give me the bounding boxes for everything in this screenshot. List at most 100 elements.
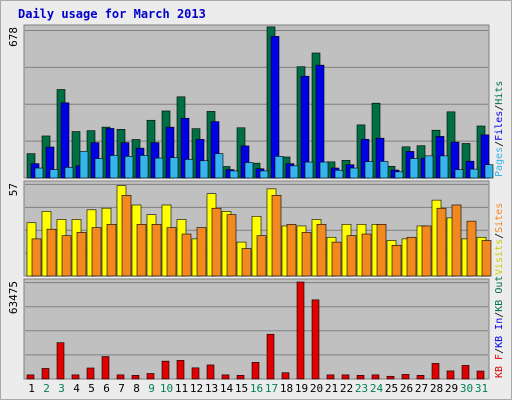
bar-requests-pages-9 <box>154 157 164 179</box>
bar-visits-sites-21 <box>331 241 342 277</box>
x-tick-label: 2 <box>43 382 50 395</box>
bar-requests-pages-15 <box>244 162 254 179</box>
bar-visits-sites-4 <box>76 232 87 277</box>
bar-requests-pages-19 <box>304 161 314 179</box>
bar-traffic-kb-f-2 <box>41 368 50 380</box>
bar-visits-sites-24 <box>376 224 387 277</box>
bar-visits-sites-28 <box>436 207 447 277</box>
bar-requests-pages-25 <box>394 171 404 179</box>
bar-traffic-kb-f-10 <box>161 360 170 380</box>
bar-traffic-kb-f-26 <box>401 374 410 380</box>
bar-visits-sites-10 <box>166 227 177 277</box>
bar-visits-sites-16 <box>256 235 267 277</box>
bar-traffic-kb-f-4 <box>71 374 80 380</box>
legend-entry: Hits <box>494 81 505 105</box>
x-tick-label: 26 <box>400 382 413 395</box>
bar-requests-pages-30 <box>469 168 479 179</box>
x-tick-label: 8 <box>133 382 140 395</box>
legend-separator: / <box>494 348 505 354</box>
legend-entry: Pages <box>494 147 505 177</box>
y-max-label: 57 <box>7 183 20 196</box>
bar-requests-pages-14 <box>229 170 239 179</box>
bar-traffic-kb-f-27 <box>416 375 425 380</box>
bar-traffic-kb-f-18 <box>281 372 290 380</box>
x-tick-label: 18 <box>280 382 293 395</box>
bar-requests-files-20 <box>315 64 325 179</box>
bar-requests-pages-17 <box>274 156 284 179</box>
bar-traffic-kb-f-30 <box>461 365 470 380</box>
x-tick-label: 10 <box>160 382 173 395</box>
legend-entry: Files <box>494 111 505 141</box>
x-tick-label: 21 <box>325 382 338 395</box>
bar-visits-sites-3 <box>61 235 72 277</box>
bar-visits-sites-30 <box>466 220 477 277</box>
bar-visits-sites-17 <box>271 194 282 277</box>
x-tick-label: 13 <box>205 382 218 395</box>
bar-traffic-kb-f-15 <box>236 375 245 380</box>
bar-traffic-kb-f-7 <box>116 374 125 380</box>
legend-separator: / <box>494 105 505 111</box>
bar-traffic-kb-f-11 <box>176 360 185 380</box>
legend-entry: Sites <box>494 203 505 233</box>
bar-requests-pages-20 <box>319 161 329 179</box>
bar-visits-sites-31 <box>481 240 492 277</box>
bar-visits-sites-18 <box>286 224 297 277</box>
x-tick-label: 11 <box>175 382 188 395</box>
bar-requests-pages-31 <box>484 164 494 179</box>
x-tick-label: 24 <box>370 382 384 395</box>
legend-separator: / <box>494 312 505 318</box>
x-tick-label: 1 <box>28 382 35 395</box>
bar-requests-pages-23 <box>364 161 374 179</box>
bar-requests-pages-26 <box>409 158 419 179</box>
bar-traffic-kb-f-31 <box>476 370 485 380</box>
x-tick-label: 22 <box>340 382 353 395</box>
x-tick-label: 14 <box>220 382 234 395</box>
bar-requests-pages-28 <box>439 155 449 179</box>
bar-requests-pages-24 <box>379 161 389 179</box>
x-tick-label: 3 <box>58 382 65 395</box>
legend-visits: Visits/Sites <box>494 203 505 275</box>
legend-separator: / <box>494 233 505 239</box>
bar-visits-sites-5 <box>91 227 102 277</box>
bar-requests-pages-8 <box>139 155 149 179</box>
bar-traffic-kb-f-29 <box>446 370 455 380</box>
bar-visits-sites-26 <box>406 236 417 277</box>
bar-requests-pages-4 <box>79 151 89 179</box>
x-tick-label: 4 <box>73 382 80 395</box>
bar-requests-files-3 <box>60 102 70 179</box>
bar-traffic-kb-f-28 <box>431 363 440 380</box>
bar-requests-pages-18 <box>289 165 299 179</box>
x-tick-label: 30 <box>460 382 473 395</box>
bar-visits-sites-1 <box>31 238 42 277</box>
bar-traffic-kb-f-12 <box>191 367 200 380</box>
chart-title: Daily usage for March 2013 <box>18 7 206 21</box>
bar-requests-pages-10 <box>169 157 179 179</box>
bar-traffic-kb-f-17 <box>266 333 275 380</box>
bar-visits-sites-6 <box>106 224 117 277</box>
x-tick-label: 28 <box>430 382 443 395</box>
bar-visits-sites-23 <box>361 233 372 277</box>
bar-visits-sites-25 <box>391 245 402 277</box>
x-tick-label: 7 <box>118 382 125 395</box>
legend-separator: / <box>494 141 505 147</box>
bar-requests-pages-2 <box>49 169 59 179</box>
bar-visits-sites-19 <box>301 232 312 277</box>
legend-requests: Pages/Files/Hits <box>494 81 505 177</box>
bar-requests-pages-3 <box>64 167 74 179</box>
y-max-label: 63475 <box>7 281 20 314</box>
x-tick-label: 19 <box>295 382 308 395</box>
x-tick-label: 17 <box>265 382 278 395</box>
legend-entry: KB In <box>494 318 505 348</box>
bar-visits-sites-9 <box>151 224 162 277</box>
bar-visits-sites-12 <box>196 227 207 277</box>
bar-requests-pages-1 <box>34 167 44 179</box>
x-tick-label: 20 <box>310 382 323 395</box>
bar-traffic-kb-f-9 <box>146 373 155 380</box>
bar-visits-sites-11 <box>181 233 192 277</box>
bar-visits-sites-13 <box>211 207 222 277</box>
bar-visits-sites-29 <box>451 204 462 277</box>
bar-traffic-kb-f-3 <box>56 342 65 380</box>
x-tick-label: 16 <box>250 382 263 395</box>
x-tick-label: 29 <box>445 382 458 395</box>
